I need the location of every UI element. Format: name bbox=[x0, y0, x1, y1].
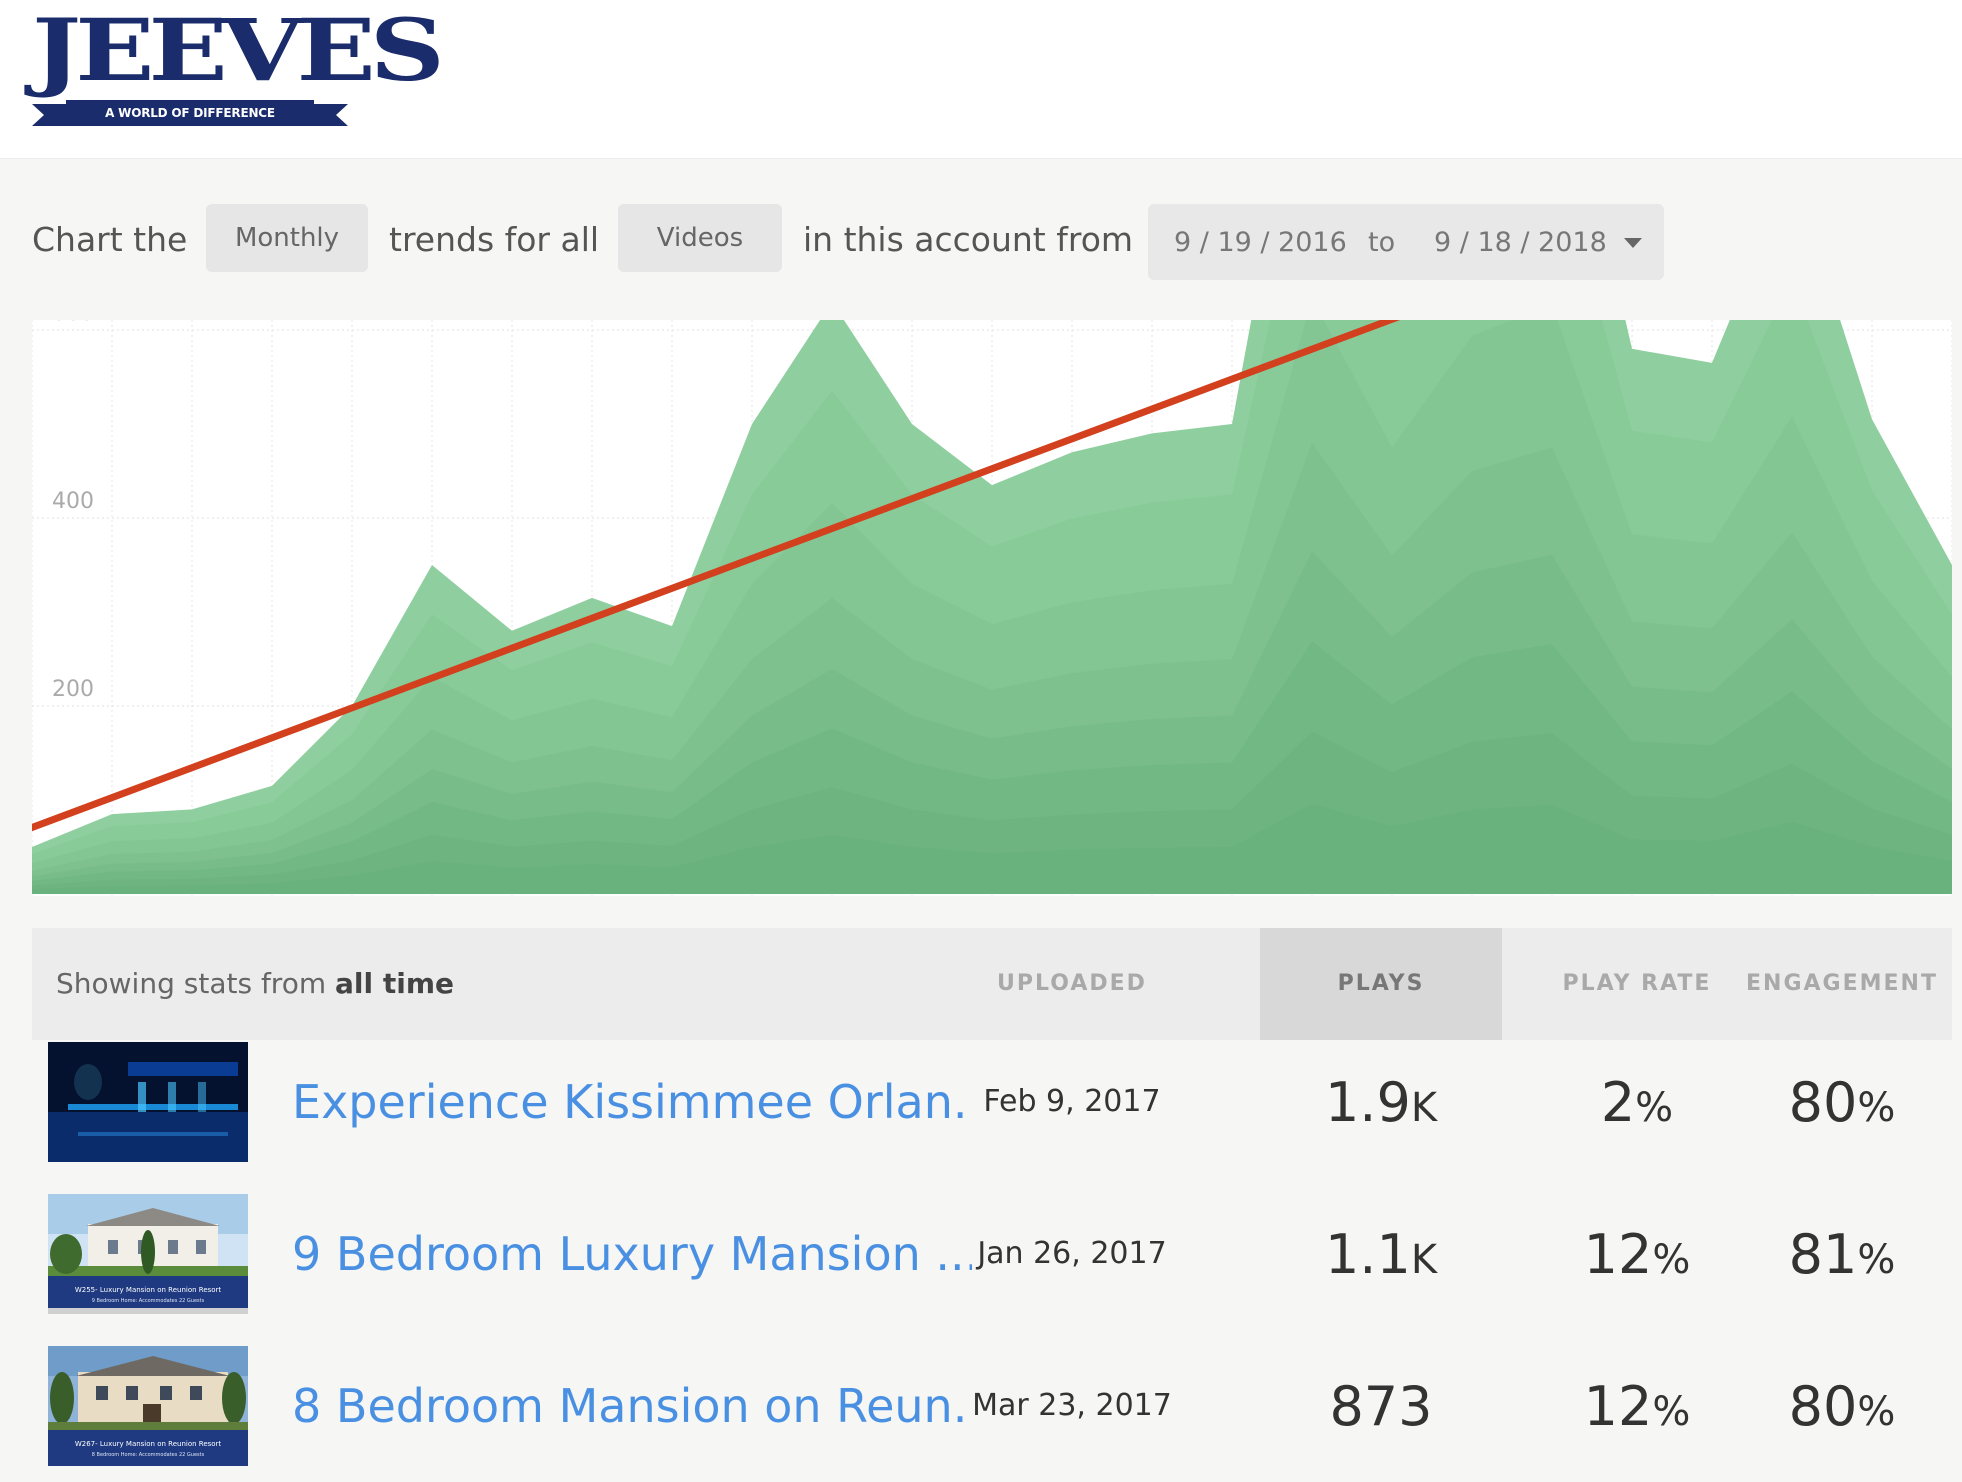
play-rate-number: 12 bbox=[1583, 1375, 1653, 1438]
play-rate-value: 12% bbox=[1502, 1220, 1772, 1295]
logo-tagline: A WORLD OF DIFFERENCE bbox=[105, 106, 275, 120]
play-rate-unit: % bbox=[1635, 1085, 1674, 1131]
engagement-unit: % bbox=[1857, 1237, 1896, 1283]
column-plays[interactable]: PLAYS bbox=[1260, 928, 1502, 1040]
showing-range[interactable]: all time bbox=[335, 967, 455, 1000]
interval-select[interactable]: Monthly bbox=[206, 204, 368, 272]
thumbnail-image: W267- Luxury Mansion on Reunion Resort 8… bbox=[48, 1346, 248, 1466]
series-area-layer bbox=[32, 320, 1952, 894]
series-area-layer bbox=[32, 641, 1952, 894]
chart-controls: Chart the Monthly trends for all Videos … bbox=[0, 204, 1962, 280]
play-rate-unit: % bbox=[1652, 1237, 1691, 1283]
chart-canvas: 200400600800 bbox=[32, 320, 1952, 896]
controls-text-trends: trends for all bbox=[389, 220, 600, 259]
thumbnail-subcaption: 8 Bedroom Home: Accommodates 22 Guests bbox=[92, 1452, 205, 1458]
play-rate-value: 2% bbox=[1502, 1068, 1772, 1143]
controls-text-chart-the: Chart the bbox=[32, 220, 188, 259]
series-area-layer bbox=[32, 320, 1952, 894]
series-area-total bbox=[32, 320, 1952, 894]
video-title-link[interactable]: Experience Kissimmee Orlan... bbox=[292, 1075, 972, 1129]
play-rate-number: 12 bbox=[1583, 1223, 1653, 1286]
video-thumbnail[interactable]: W267- Luxury Mansion on Reunion Resort 8… bbox=[48, 1346, 248, 1466]
plays-trend-chart: 200400600800 bbox=[32, 320, 1952, 896]
date-from[interactable]: 9 / 19 / 2016 bbox=[1174, 227, 1347, 258]
plays-number: 1.1 bbox=[1324, 1223, 1411, 1286]
date-to-word: to bbox=[1368, 227, 1396, 258]
plays-value: 1.9K bbox=[1260, 1068, 1502, 1143]
engagement-number: 80 bbox=[1788, 1071, 1858, 1134]
header: JEEVES A WORLD OF DIFFERENCE bbox=[0, 0, 1962, 159]
date-to[interactable]: 9 / 18 / 2018 bbox=[1434, 227, 1607, 258]
showing-prefix: Showing stats from bbox=[56, 967, 336, 1000]
column-play-rate[interactable]: PLAY RATE bbox=[1562, 971, 1712, 996]
chevron-down-icon[interactable] bbox=[1624, 238, 1642, 248]
plays-value: 873 bbox=[1260, 1372, 1502, 1447]
thumbnail-image bbox=[48, 1042, 248, 1162]
engagement-value: 80% bbox=[1732, 1372, 1952, 1447]
stats-table-header: Showing stats from all time UPLOADED PLA… bbox=[32, 928, 1952, 1040]
showing-stats-label: Showing stats from all time bbox=[56, 966, 454, 1002]
plays-number: 873 bbox=[1329, 1375, 1433, 1438]
video-title-link[interactable]: 9 Bedroom Luxury Mansion ... bbox=[292, 1227, 972, 1281]
upload-date: Mar 23, 2017 bbox=[972, 1388, 1172, 1423]
video-title-link[interactable]: 8 Bedroom Mansion on Reun... bbox=[292, 1379, 972, 1433]
logo-wordmark: JEEVES bbox=[32, 0, 445, 101]
video-thumbnail[interactable] bbox=[48, 1042, 248, 1162]
series-area-layer bbox=[32, 731, 1952, 894]
plays-number: 1.9 bbox=[1324, 1071, 1411, 1134]
video-thumbnail[interactable]: W255- Luxury Mansion on Reunion Resort 9… bbox=[48, 1194, 248, 1314]
column-engagement[interactable]: ENGAGEMENT bbox=[1746, 971, 1938, 996]
upload-date: Jan 26, 2017 bbox=[977, 1236, 1167, 1271]
y-tick-label: 200 bbox=[52, 677, 94, 702]
table-row[interactable]: W255- Luxury Mansion on Reunion Resort 9… bbox=[32, 1194, 1952, 1318]
scope-select[interactable]: Videos bbox=[618, 204, 782, 272]
series-area-layer bbox=[32, 442, 1952, 894]
thumbnail-image: W255- Luxury Mansion on Reunion Resort 9… bbox=[48, 1194, 248, 1314]
series-area-layer bbox=[32, 803, 1952, 894]
plays-unit: K bbox=[1410, 1237, 1438, 1283]
date-range-picker[interactable]: 9 / 19 / 2016 to 9 / 18 / 2018 bbox=[1148, 204, 1664, 280]
play-rate-value: 12% bbox=[1502, 1372, 1772, 1447]
engagement-unit: % bbox=[1857, 1389, 1896, 1435]
thumbnail-caption: W267- Luxury Mansion on Reunion Resort bbox=[75, 1440, 222, 1448]
play-rate-number: 2 bbox=[1600, 1071, 1636, 1134]
y-tick-label: 600 bbox=[52, 320, 94, 326]
engagement-number: 80 bbox=[1788, 1375, 1858, 1438]
thumbnail-caption: W255- Luxury Mansion on Reunion Resort bbox=[75, 1286, 222, 1294]
table-row[interactable]: Experience Kissimmee Orlan... Feb 9, 201… bbox=[32, 1042, 1952, 1166]
series-area-layer bbox=[32, 551, 1952, 894]
table-row[interactable]: W267- Luxury Mansion on Reunion Resort 8… bbox=[32, 1346, 1952, 1470]
column-uploaded[interactable]: UPLOADED bbox=[997, 971, 1147, 996]
engagement-number: 81 bbox=[1788, 1223, 1858, 1286]
engagement-value: 80% bbox=[1732, 1068, 1952, 1143]
plays-value: 1.1K bbox=[1260, 1220, 1502, 1295]
thumbnail-subcaption: 9 Bedroom Home: Accommodates 22 Guests bbox=[92, 1298, 205, 1304]
trend-arrow-line bbox=[32, 320, 1401, 832]
engagement-unit: % bbox=[1857, 1085, 1896, 1131]
play-rate-unit: % bbox=[1652, 1389, 1691, 1435]
upload-date: Feb 9, 2017 bbox=[983, 1084, 1161, 1119]
logo-ribbon bbox=[32, 100, 348, 126]
controls-text-account: in this account from bbox=[803, 220, 1134, 259]
y-tick-label: 400 bbox=[52, 489, 94, 514]
brand-logo[interactable]: JEEVES A WORLD OF DIFFERENCE bbox=[32, 8, 445, 128]
engagement-value: 81% bbox=[1732, 1220, 1952, 1295]
plays-unit: K bbox=[1410, 1085, 1438, 1131]
